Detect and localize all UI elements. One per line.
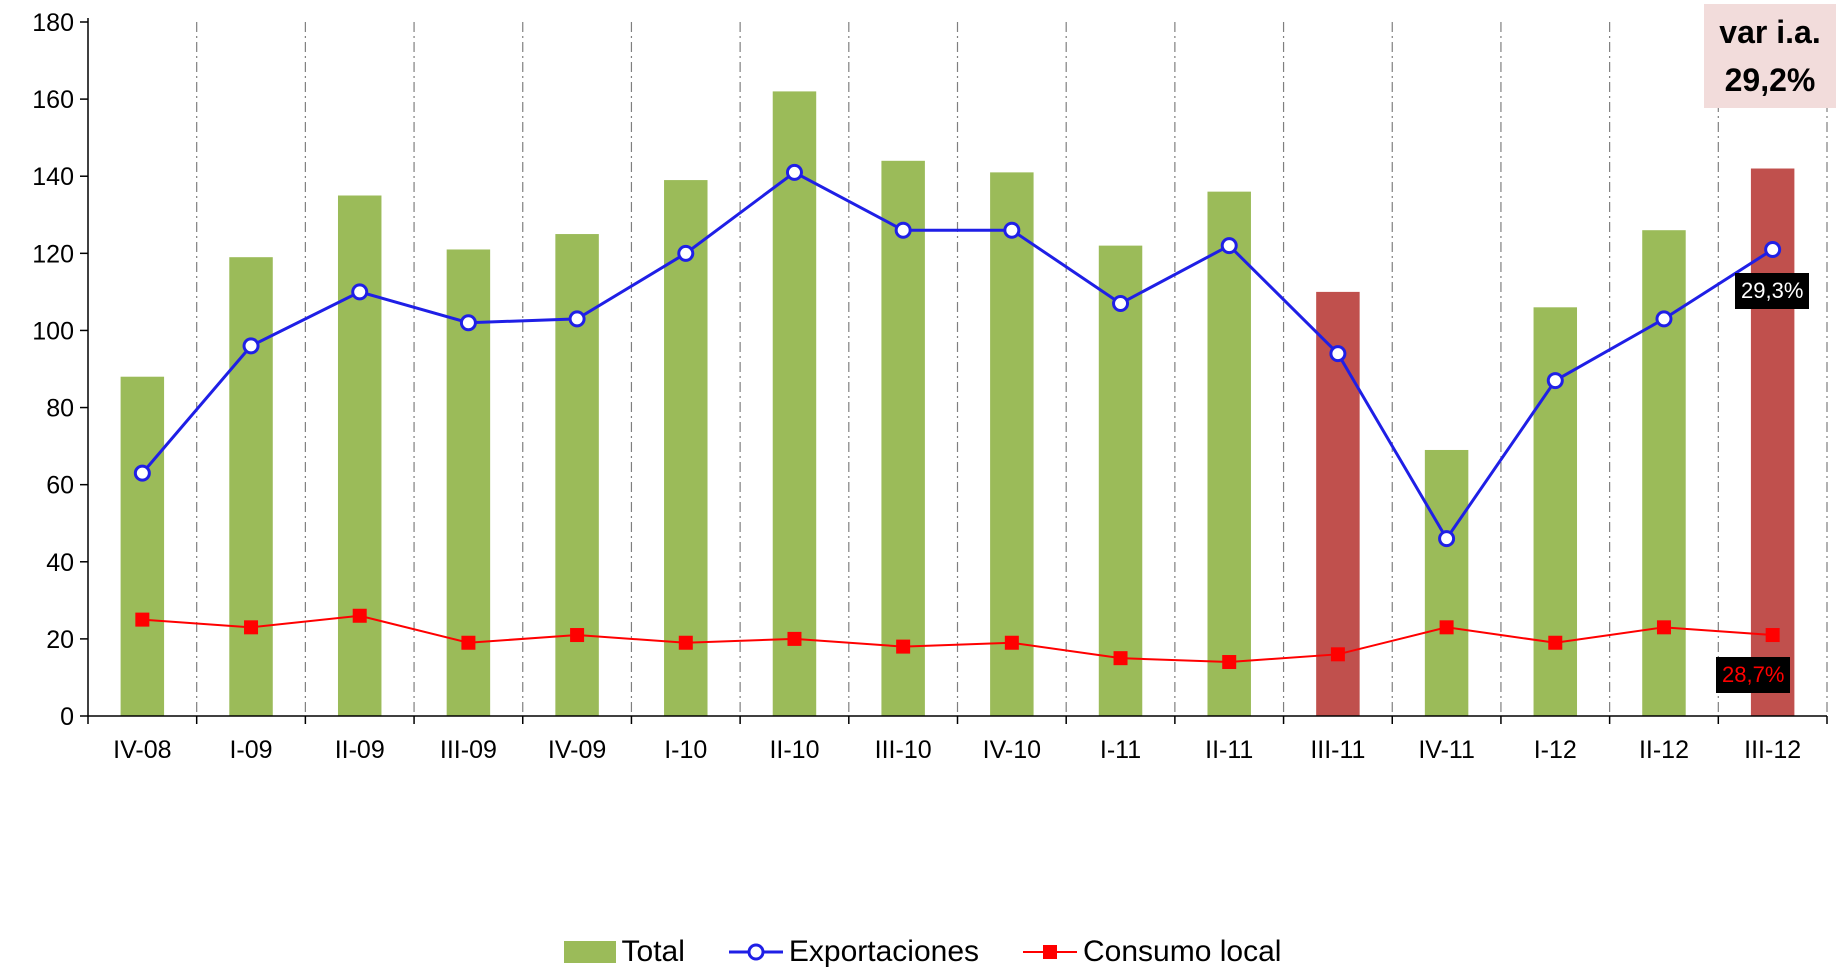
point-exportaciones-III-12 <box>1764 240 1782 258</box>
legend-swatch-total <box>563 941 616 963</box>
x-tick-label: I-10 <box>664 736 707 764</box>
point-consumo-local-III-12 <box>1765 628 1780 643</box>
legend-label-total: Total <box>621 935 685 968</box>
legend-item-total: Total <box>563 935 685 969</box>
var-annotation-box: var i.a. 29,2% <box>1704 4 1836 108</box>
y-tick-label: 20 <box>46 626 74 654</box>
point-exportaciones-I-12 <box>1546 372 1564 390</box>
point-consumo-local-I-11 <box>1113 651 1128 666</box>
x-tick-label: II-09 <box>335 736 385 764</box>
export-var-badge: 29,3% <box>1735 273 1810 309</box>
bar-total-I-12 <box>1533 307 1578 716</box>
legend-item-exportaciones: Exportaciones <box>728 935 980 969</box>
y-tick-label: 80 <box>46 395 74 423</box>
point-consumo-local-I-09 <box>244 620 259 635</box>
y-tick-label: 160 <box>32 86 74 114</box>
y-tick-label: 140 <box>32 163 74 191</box>
point-consumo-local-III-11 <box>1330 647 1345 662</box>
point-exportaciones-IV-11 <box>1438 530 1456 548</box>
point-consumo-local-II-11 <box>1222 655 1237 670</box>
bar-total-II-12 <box>1642 230 1686 716</box>
point-consumo-local-III-10 <box>896 639 911 654</box>
x-tick-label: IV-09 <box>548 736 606 764</box>
lines-layer <box>133 163 1782 670</box>
x-tick-label: I-09 <box>229 736 272 764</box>
var-annotation-line2: 29,2% <box>1724 62 1816 98</box>
legend-swatch-consumo-local <box>1023 945 1078 959</box>
bar-total-IV-08 <box>120 376 165 716</box>
legend-item-consumo-local: Consumo local <box>1023 935 1281 969</box>
point-exportaciones-III-10 <box>894 221 912 239</box>
x-tick-label: IV-10 <box>983 736 1041 764</box>
point-consumo-local-I-10 <box>678 635 693 650</box>
x-tick-label: IV-11 <box>1418 736 1475 764</box>
bar-total-III-11 <box>1316 291 1360 716</box>
y-tick-label: 60 <box>46 472 74 500</box>
x-tick-label: III-09 <box>440 736 497 764</box>
y-tick-label: 0 <box>60 703 74 731</box>
legend-label-consumo-local: Consumo local <box>1083 935 1282 968</box>
y-tick-label: 120 <box>32 240 74 268</box>
legend-swatch-exportaciones <box>728 943 783 961</box>
point-consumo-local-IV-11 <box>1439 620 1454 635</box>
point-exportaciones-I-10 <box>677 244 695 262</box>
bar-total-I-09 <box>229 257 273 716</box>
consumo-var-badge: 28,7% <box>1716 657 1791 693</box>
line-exportaciones <box>141 170 1774 542</box>
point-exportaciones-IV-09 <box>568 310 586 328</box>
point-exportaciones-I-11 <box>1112 294 1130 312</box>
legend-label-exportaciones: Exportaciones <box>788 935 980 968</box>
x-tick-label: II-12 <box>1639 736 1689 764</box>
point-consumo-local-IV-10 <box>1004 635 1019 650</box>
point-exportaciones-II-11 <box>1220 237 1238 255</box>
bar-total-III-10 <box>881 160 925 717</box>
point-exportaciones-I-09 <box>242 337 260 355</box>
x-tick-label: IV-08 <box>113 736 171 764</box>
bar-total-I-10 <box>664 180 708 717</box>
bar-total-IV-10 <box>990 172 1034 716</box>
x-tick-label: II-11 <box>1205 736 1253 764</box>
point-exportaciones-IV-10 <box>1003 221 1021 239</box>
x-tick-label: III-10 <box>875 736 932 764</box>
y-tick-label: 180 <box>32 9 74 37</box>
point-exportaciones-II-09 <box>351 283 369 301</box>
point-exportaciones-III-11 <box>1329 345 1347 363</box>
y-tick-label: 100 <box>32 317 74 345</box>
point-exportaciones-IV-08 <box>133 464 151 482</box>
point-consumo-local-I-12 <box>1548 635 1563 650</box>
bar-total-IV-09 <box>555 234 599 717</box>
point-consumo-local-II-10 <box>787 631 802 646</box>
point-consumo-local-IV-09 <box>570 628 585 643</box>
bar-total-I-11 <box>1098 245 1143 716</box>
point-consumo-local-IV-08 <box>135 612 150 627</box>
legend: Total Exportaciones Consumo local <box>0 935 1845 969</box>
x-tick-label: III-11 <box>1310 736 1365 764</box>
var-annotation-line1: var i.a. <box>1719 14 1821 50</box>
x-tick-label: III-12 <box>1744 736 1801 764</box>
x-tick-label: I-12 <box>1534 736 1577 764</box>
x-tick-label: II-10 <box>769 736 819 764</box>
bar-total-II-11 <box>1207 191 1251 717</box>
axes-layer <box>80 18 1828 724</box>
point-exportaciones-II-12 <box>1655 310 1673 328</box>
point-consumo-local-II-12 <box>1656 620 1671 635</box>
bar-total-II-09 <box>337 195 382 716</box>
point-exportaciones-II-10 <box>785 163 803 181</box>
labels-layer: 0 20 40 60 80 100 120 140 160 180 IV-08 I-09 II-09 II… <box>32 9 1801 764</box>
point-consumo-local-III-09 <box>461 635 476 650</box>
line-consumo-local <box>142 614 1773 664</box>
y-tick-label: 40 <box>46 549 74 577</box>
bar-total-IV-11 <box>1424 449 1469 716</box>
x-tick-label: I-11 <box>1100 736 1141 764</box>
point-exportaciones-III-09 <box>459 314 477 332</box>
bar-total-II-10 <box>772 91 817 716</box>
grid-layer <box>196 22 1828 716</box>
point-consumo-local-II-09 <box>352 608 367 623</box>
